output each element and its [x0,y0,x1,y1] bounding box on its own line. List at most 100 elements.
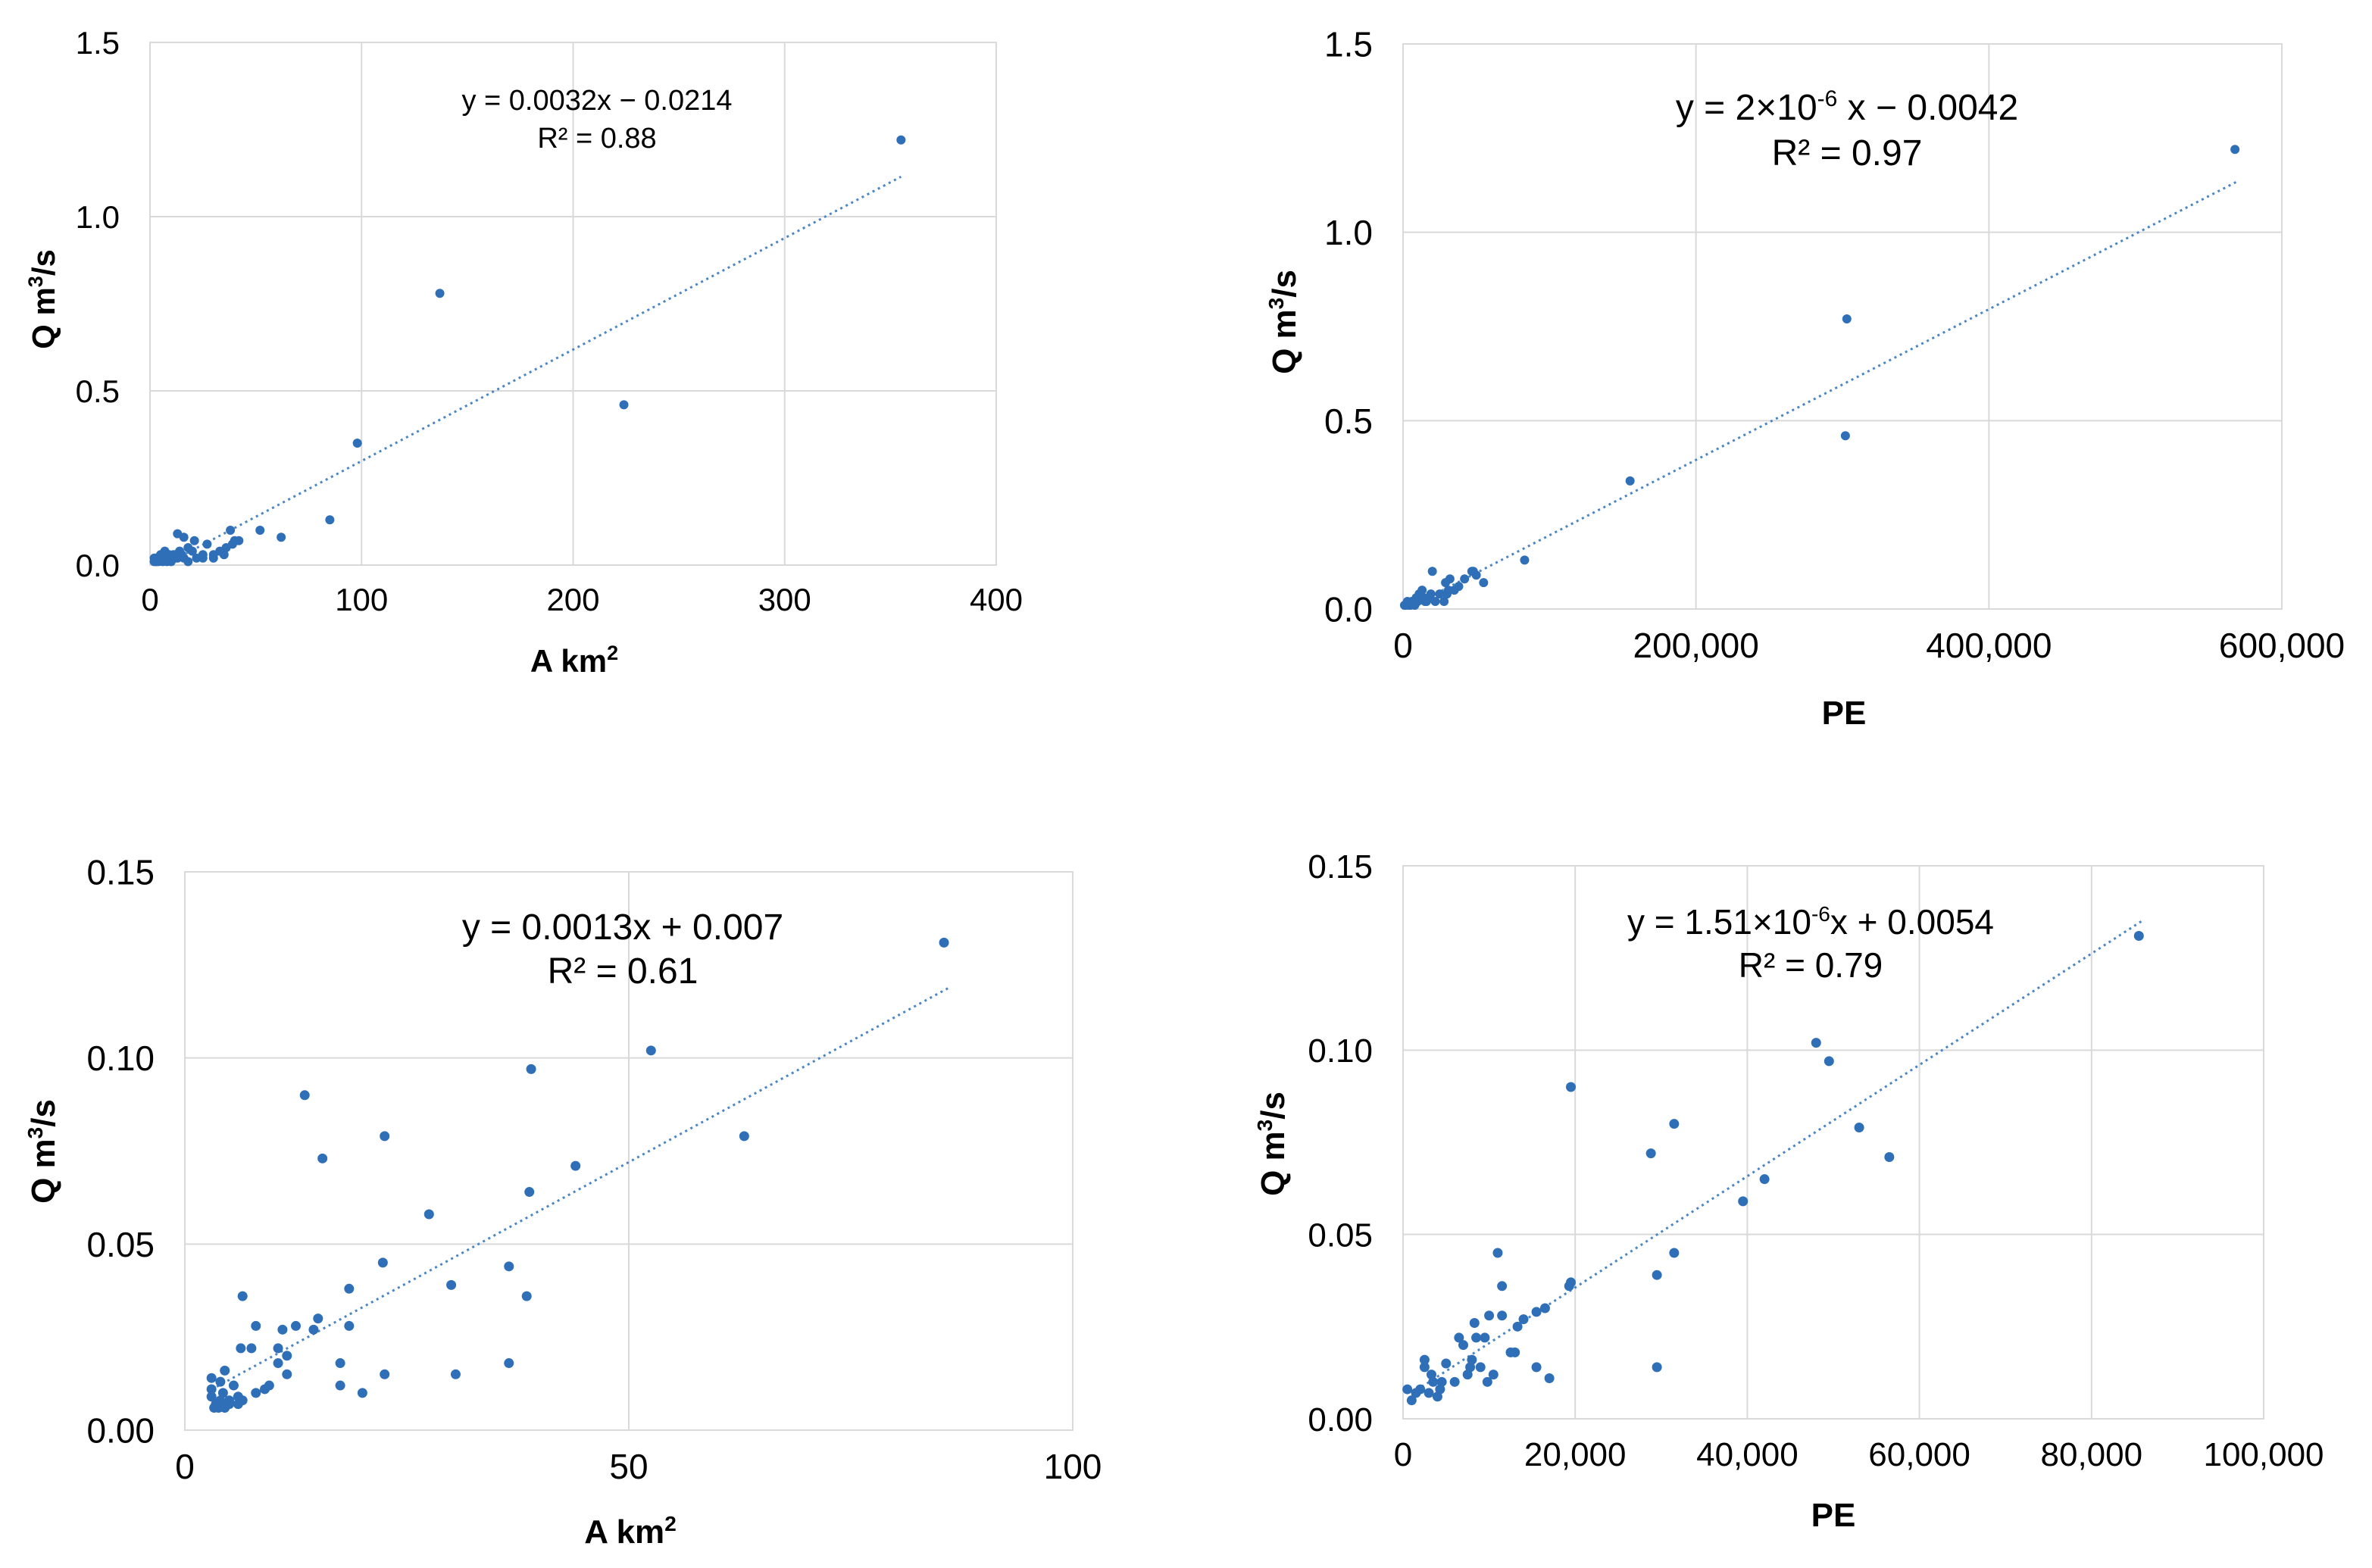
data-point [325,515,335,525]
data-point [189,536,199,545]
data-point [1458,1340,1469,1351]
data-point [234,536,244,545]
data-point [282,1351,292,1361]
chart-grid [149,42,997,566]
data-point [1402,1384,1413,1395]
data-point [183,557,193,567]
data-point [1669,1248,1680,1258]
data-point [1467,1354,1477,1365]
data-point [344,1283,355,1294]
data-point [1467,567,1477,576]
y-tick-label: 1.5 [1324,25,1373,64]
x-tick-label: 20,000 [1524,1436,1627,1473]
data-point [217,1388,228,1398]
y-tick-label: 0.15 [86,853,155,892]
trendline [164,175,902,566]
x-tick-label: 400,000 [1926,626,2052,665]
r-squared-label: R² = 0.88 [537,123,656,155]
x-tick-label: 0 [141,582,158,617]
data-point [1824,1056,1834,1067]
data-point [277,1324,288,1335]
y-tick-label: 0.00 [1308,1401,1373,1438]
chart-ticks: 0 100 200 300 400 0.0 0.5 1.0 1.5 [76,25,1023,617]
r-squared-label: R² = 0.79 [1739,945,1883,985]
chart-points [149,135,906,567]
y-tick-label: 0.5 [1324,401,1373,441]
data-point [1625,476,1635,486]
y-tick-label: 0.05 [1308,1217,1373,1254]
data-point [1406,1395,1417,1406]
data-point [1419,1354,1430,1365]
data-point [219,550,229,560]
data-point [1645,1148,1656,1159]
data-point [344,1320,355,1331]
y-tick-label: 0.10 [1308,1032,1373,1070]
data-point [1840,431,1850,441]
chart-ticks: 0 50 100 0.00 0.05 0.10 0.15 [86,853,1102,1486]
data-point [2230,145,2240,155]
data-point [1512,1321,1523,1332]
y-tick-label: 0.00 [86,1411,155,1451]
x-tick-label: 40,000 [1696,1436,1799,1473]
data-point [313,1313,323,1324]
data-point [220,1365,230,1376]
data-point [273,1358,283,1369]
x-tick-label: 0 [1393,626,1413,665]
data-point [1759,1174,1770,1185]
data-point [1471,1332,1482,1343]
data-point [423,1209,434,1220]
chart-area-vs-flow: 0 100 200 300 400 0.0 0.5 1.0 1.5 y = 0.0032x − … [24,25,1023,679]
x-tick-label: 300 [758,582,811,617]
plot-frame [1402,43,2283,610]
data-point [1482,1376,1492,1387]
y-axis-label: Q m3/s [1264,270,1303,374]
trendline-equation: y = 0.0013x + 0.007 [462,907,783,948]
data-point [291,1320,301,1331]
data-point [1421,597,1431,607]
data-point [1441,578,1451,588]
y-tick-label: 0.15 [1308,848,1373,886]
y-tick-label: 1.0 [76,199,120,235]
data-point [939,937,949,948]
data-point [228,1380,239,1391]
data-point [1479,578,1489,588]
data-point [192,553,202,563]
data-point [1428,1376,1439,1387]
x-tick-label: 80,000 [2041,1436,2143,1473]
data-point [1520,555,1530,565]
data-point [152,557,161,567]
chart-points [206,937,949,1413]
chart-pe-vs-flow: 0 200,000 400,000 600,000 0.0 0.5 1.0 1.5 y = 2… [1264,25,2345,732]
data-point [380,1369,390,1379]
y-axis-label: Q m3/s [1253,1092,1292,1196]
x-axis-label: PE [1822,695,1867,732]
data-point [1652,1362,1662,1373]
chart-grid [1402,43,2283,610]
y-tick-label: 0.05 [86,1225,155,1264]
y-tick-label: 1.0 [1324,213,1373,252]
data-point [1430,597,1440,607]
data-point [335,1358,345,1369]
data-point [1460,574,1470,584]
data-point [1484,1310,1495,1321]
data-point [1505,1347,1516,1357]
data-point [335,1380,345,1391]
data-point [215,1376,226,1387]
data-point [202,539,212,549]
data-point [1811,1038,1821,1048]
x-axis-label: A km2 [530,642,618,679]
data-point [282,1369,292,1379]
chart-points [1402,930,2144,1406]
data-point [1488,1370,1499,1380]
data-point [1449,1376,1460,1387]
data-point [206,1373,217,1383]
x-tick-label: 100,000 [2203,1436,2324,1473]
chart-trendline-group [1414,180,2239,606]
data-point [1854,1123,1864,1133]
chart-points [1399,145,2240,611]
data-point [1497,1281,1508,1292]
trendline-equation: y = 1.51×10-6x + 0.0054 [1627,902,1994,942]
data-point [237,1291,248,1301]
x-tick-label: 0 [175,1447,195,1486]
data-point [450,1369,461,1379]
